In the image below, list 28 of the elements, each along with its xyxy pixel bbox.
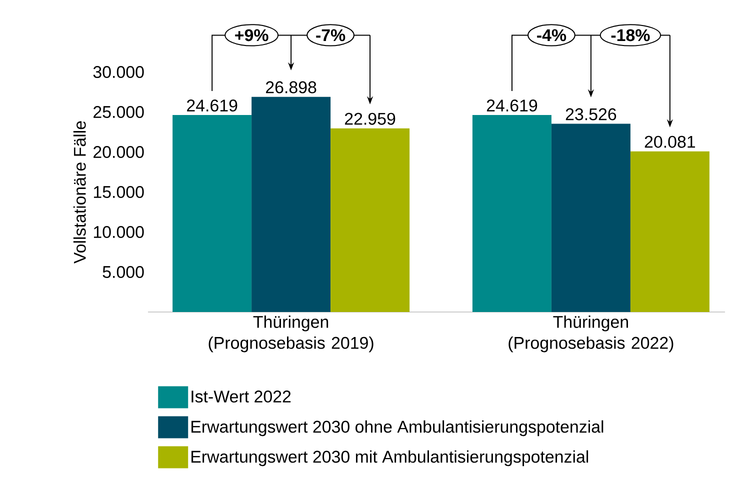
y-tick-label: 15.000: [94, 186, 144, 198]
bar: [472, 115, 552, 312]
data-label: 20.081: [644, 136, 695, 148]
data-label: 24.619: [187, 100, 238, 112]
y-tick-label: 5.000: [102, 266, 144, 278]
y-tick-label: 25.000: [94, 106, 144, 118]
bar: [630, 151, 710, 312]
bar: [330, 128, 410, 312]
data-label: 23.526: [566, 108, 616, 120]
legend-label: Ist-Wert 2022: [192, 390, 291, 403]
data-label: 24.619: [486, 100, 538, 112]
x-tick-label: Thüringen (Prognosebasis 2019): [208, 316, 374, 352]
bar: [551, 124, 630, 312]
data-label: 26.898: [266, 81, 316, 94]
y-tick-label: 10.000: [94, 226, 144, 238]
legend-label: Erwartungswert 2030 ohne Ambulantisierungspotenzial: [191, 420, 604, 436]
y-axis-title: Vollstationäre Fälle: [73, 121, 86, 264]
data-label: 22.959: [344, 112, 396, 125]
bar: [252, 96, 331, 312]
y-tick-label: 30.000: [93, 66, 144, 78]
text: +9%: [235, 29, 268, 42]
bar: [172, 115, 252, 312]
text: -18%: [611, 29, 650, 42]
legend-label: Erwartungswert 2030 mit Ambulantisierungspotenzial: [191, 450, 588, 466]
text: -4%: [537, 29, 566, 42]
x-tick-label: Thüringen (Prognosebasis 2022): [508, 316, 674, 352]
text: -7%: [316, 29, 346, 42]
y-tick-label: 20.000: [94, 146, 144, 158]
